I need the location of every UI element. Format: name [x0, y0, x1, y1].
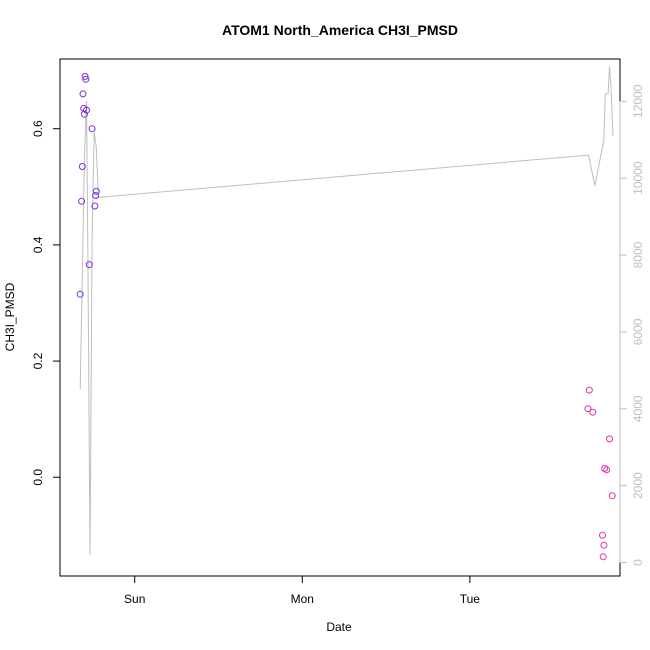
- data-point-series-1-0: [584, 405, 592, 413]
- data-point-series-1-3: [599, 531, 606, 539]
- data-point-series-0-7: [82, 75, 90, 83]
- data-point-series-0-11: [91, 202, 99, 210]
- data-point-series-0-3: [79, 90, 87, 98]
- data-point-series-0-0: [76, 290, 84, 298]
- data-point-series-1-8: [606, 435, 613, 443]
- data-point-series-1-5: [600, 541, 608, 549]
- data-point-series-1-9: [608, 492, 616, 500]
- data-point-series-1-7: [603, 466, 611, 474]
- data-point-series-0-10: [88, 125, 96, 133]
- data-point-series-1-2: [589, 408, 597, 416]
- data-point-series-0-13: [92, 187, 100, 195]
- y-axis-left: 0.0 0.2 0.4 0.6: [31, 120, 61, 486]
- secondary-line-layer: [79, 66, 614, 555]
- y-left-tick-label-3: 0.6: [31, 120, 45, 137]
- y-right-tick-label-1: 2000: [631, 472, 645, 499]
- y-right-tick-label-6: 12000: [631, 84, 645, 118]
- data-point-series-0-1: [78, 197, 86, 205]
- chart-title: ATOM1 North_America CH3I_PMSD: [222, 22, 458, 38]
- data-point-series-1-4: [599, 553, 607, 561]
- x-tick-label-0: Sun: [124, 592, 145, 606]
- secondary-series-line: [79, 66, 614, 555]
- data-point-series-0-9: [85, 261, 93, 269]
- data-point-series-0-8: [83, 106, 90, 114]
- y-axis-right: 0 2000 4000 6000 8000 10000 12000: [619, 84, 645, 566]
- y-right-tick-label-2: 4000: [631, 395, 645, 422]
- y-left-tick-label-2: 0.4: [31, 236, 45, 253]
- data-point-series-0-2: [78, 163, 86, 170]
- data-point-series-0-12: [92, 192, 100, 199]
- x-tick-label-1: Mon: [291, 592, 314, 606]
- data-point-series-1-1: [585, 386, 593, 394]
- y-left-tick-label-1: 0.2: [31, 352, 45, 369]
- y-right-tick-label-4: 8000: [631, 241, 645, 268]
- x-tick-label-2: Tue: [460, 592, 481, 606]
- y-right-tick-label-3: 6000: [631, 318, 645, 345]
- y-left-tick-label-0: 0.0: [31, 469, 45, 486]
- x-axis: Sun Mon Tue: [124, 575, 481, 606]
- plot-frame: [59, 58, 621, 577]
- data-point-series-0-6: [81, 72, 89, 80]
- x-axis-label: Date: [326, 620, 352, 634]
- data-point-series-0-5: [80, 110, 88, 118]
- y-axis-label: CH3I_PMSD: [3, 282, 17, 351]
- y-right-tick-label-0: 0: [631, 559, 645, 566]
- points-layer: [76, 72, 616, 561]
- y-right-tick-label-5: 10000: [631, 161, 645, 195]
